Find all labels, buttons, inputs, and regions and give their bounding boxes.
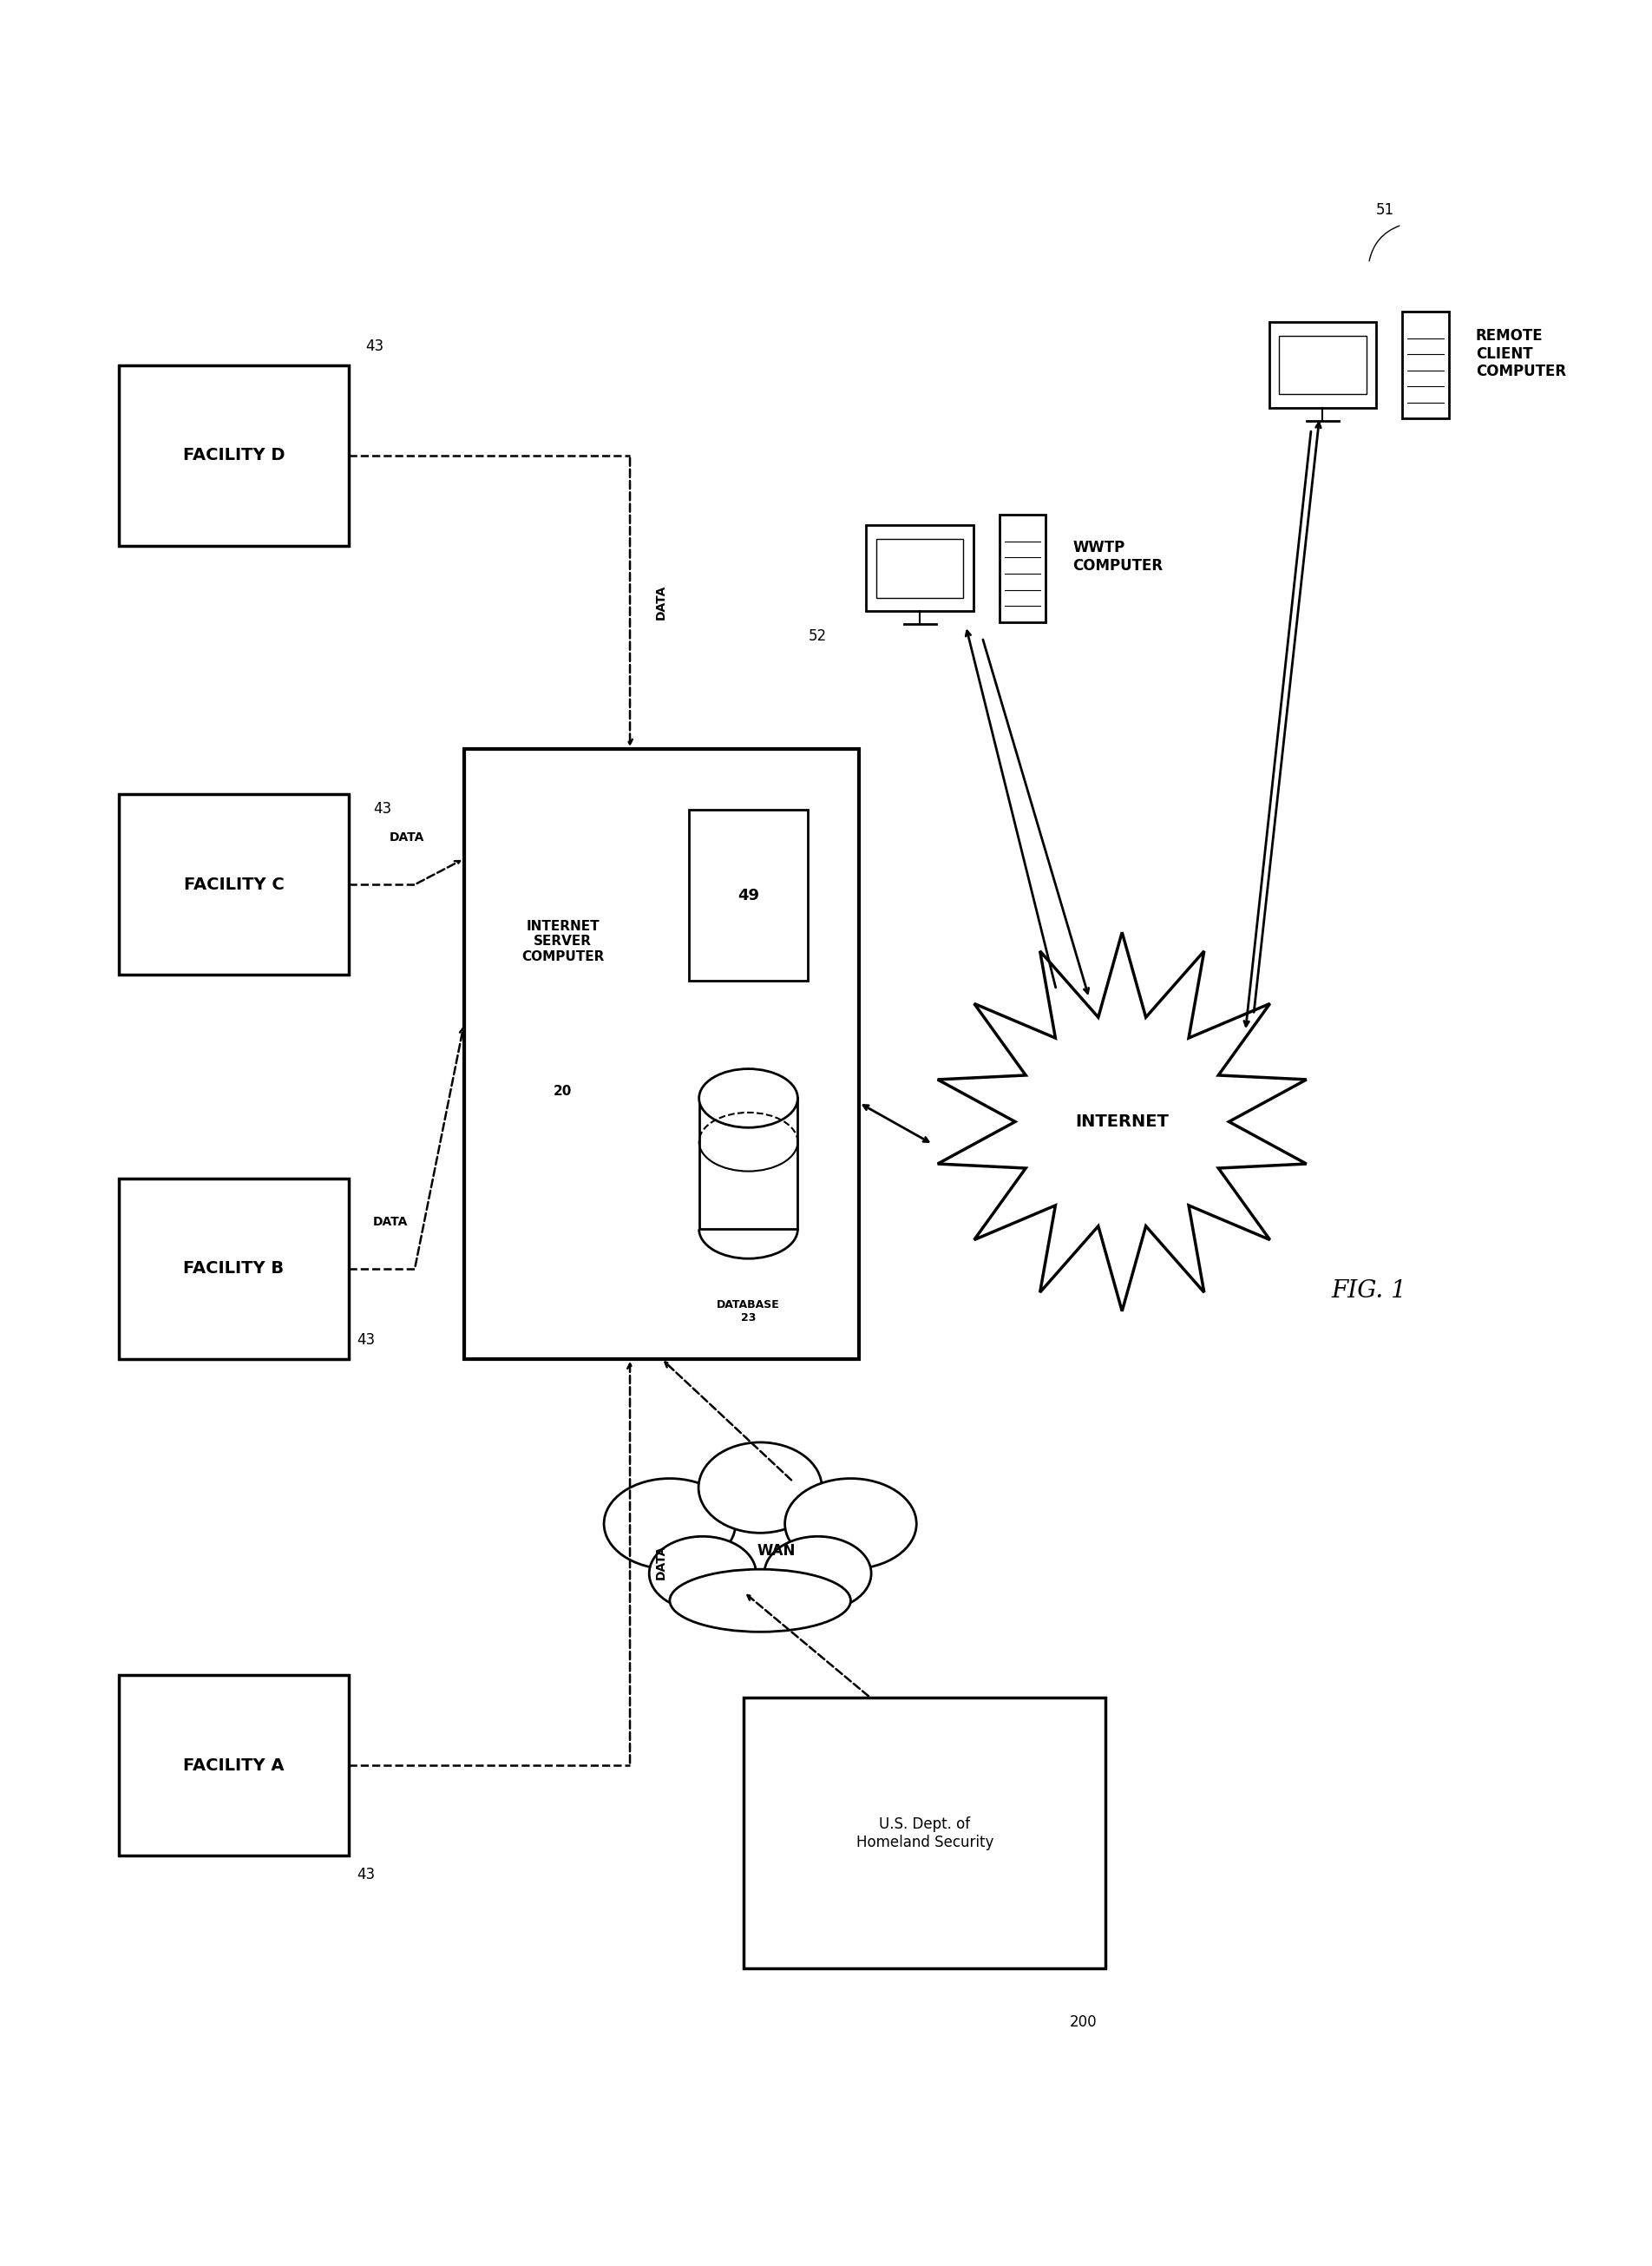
Text: 20: 20 (553, 1085, 572, 1097)
Text: INTERNET: INTERNET (1075, 1113, 1170, 1131)
Ellipse shape (699, 1070, 798, 1128)
Text: FIG. 1: FIG. 1 (1332, 1280, 1406, 1303)
Ellipse shape (699, 1443, 823, 1532)
Text: 52: 52 (808, 628, 828, 644)
Bar (119, 365, 349, 546)
Text: REMOTE
CLIENT
COMPUTER: REMOTE CLIENT COMPUTER (1475, 329, 1566, 381)
Bar (866, 526, 973, 612)
Bar (999, 514, 1046, 621)
Text: 43: 43 (357, 1867, 375, 1883)
Text: 43: 43 (357, 1332, 375, 1348)
Text: 43: 43 (373, 802, 392, 816)
Text: 43: 43 (365, 338, 383, 353)
Text: DATA: DATA (654, 585, 667, 619)
Ellipse shape (649, 1536, 757, 1611)
Text: DATA: DATA (654, 1545, 667, 1579)
Text: FACILITY B: FACILITY B (183, 1260, 284, 1276)
Text: DATA: DATA (373, 1217, 408, 1228)
Bar (876, 539, 963, 598)
Text: FACILITY A: FACILITY A (183, 1756, 284, 1774)
Text: FACILITY D: FACILITY D (183, 446, 284, 465)
Ellipse shape (605, 1477, 735, 1568)
Polygon shape (938, 931, 1307, 1312)
Text: 51: 51 (1376, 202, 1394, 218)
Bar (1279, 335, 1366, 394)
Text: WAN: WAN (757, 1543, 796, 1559)
Bar (119, 1178, 349, 1360)
Bar (689, 809, 808, 981)
Bar (1269, 322, 1376, 408)
Text: 49: 49 (737, 888, 760, 904)
Text: WWTP
COMPUTER: WWTP COMPUTER (1072, 539, 1163, 573)
Text: 200: 200 (1070, 2014, 1097, 2030)
Ellipse shape (785, 1477, 917, 1568)
Bar (743, 1697, 1105, 1969)
Ellipse shape (669, 1570, 851, 1632)
Bar (119, 1675, 349, 1856)
Bar (119, 793, 349, 974)
Text: INTERNET
SERVER
COMPUTER: INTERNET SERVER COMPUTER (522, 920, 605, 963)
Bar (1403, 310, 1449, 419)
Text: DATABASE
23: DATABASE 23 (717, 1298, 780, 1323)
Text: FACILITY C: FACILITY C (183, 877, 284, 893)
Bar (699, 1099, 798, 1228)
Bar (464, 750, 859, 1360)
Text: U.S. Dept. of
Homeland Security: U.S. Dept. of Homeland Security (856, 1817, 993, 1849)
Ellipse shape (765, 1536, 871, 1611)
Text: DATA: DATA (390, 832, 425, 843)
